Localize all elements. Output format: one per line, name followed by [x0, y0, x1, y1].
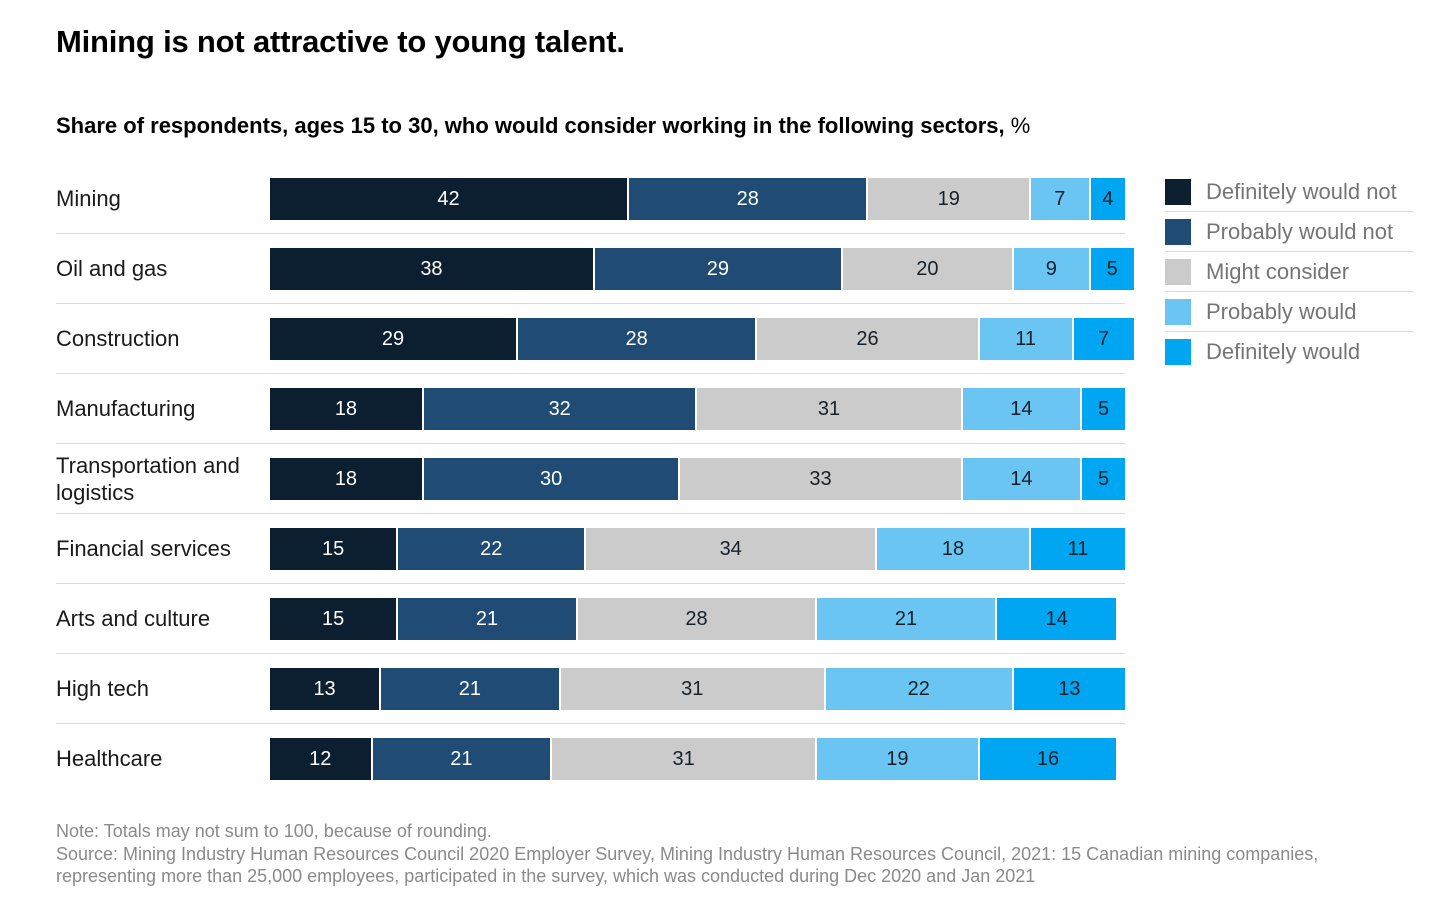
category-label: Arts and culture: [56, 606, 211, 632]
bar-segment-probably-would: 7: [1030, 178, 1091, 220]
chart-row-construction: Construction 29 28 26 11 7: [56, 304, 1134, 374]
legend-swatch: [1165, 219, 1191, 245]
stacked-bar: 42 28 19 7 4: [270, 178, 1125, 220]
legend-swatch: [1165, 179, 1191, 205]
bar-segment-might-consider: 26: [757, 318, 980, 360]
bar-segment-probably-would: 11: [979, 318, 1074, 360]
chart-footer: Note: Totals may not sum to 100, because…: [56, 820, 1398, 888]
bar-segment-probably-would: 21: [817, 598, 997, 640]
legend-swatch: [1165, 259, 1191, 285]
legend-swatch: [1165, 339, 1191, 365]
legend-label: Definitely would: [1206, 339, 1361, 364]
category-label: Financial services: [56, 536, 231, 562]
category-label: High tech: [56, 676, 149, 702]
bar-segment-definitely-would: 14: [996, 598, 1117, 640]
bar-segment-definitely-would: 5: [1082, 458, 1125, 500]
legend-item-definitely-would: Definitely would: [1165, 332, 1413, 372]
legend-item-probably-would-not: Probably would not: [1165, 212, 1413, 252]
legend-item-probably-would: Probably would: [1165, 292, 1413, 332]
bar-segment-probably-would: 14: [962, 458, 1083, 500]
bar-segment-probably-would: 14: [962, 388, 1083, 430]
bar-segment-definitely-would: 5: [1082, 388, 1125, 430]
bar-segment-probably-would-not: 32: [423, 388, 698, 430]
bar-segment-probably-would-not: 28: [517, 318, 758, 360]
bar-segment-might-consider: 20: [842, 248, 1014, 290]
category-label: Oil and gas: [56, 256, 168, 282]
bar-segment-probably-would-not: 29: [594, 248, 843, 290]
legend: Definitely would not Probably would not Mi…: [1165, 172, 1413, 372]
bar-segment-definitely-would-not: 12: [270, 738, 373, 780]
bar-segment-definitely-would-not: 15: [270, 598, 399, 640]
chart-row-oil-and-gas: Oil and gas 38 29 20 9 5: [56, 234, 1134, 304]
legend-label: Definitely would not: [1206, 179, 1397, 204]
legend-swatch: [1165, 299, 1191, 325]
stacked-bar: 18 30 33 14 5: [270, 458, 1125, 500]
stacked-bar: 18 32 31 14 5: [270, 388, 1125, 430]
chart-unit-label: %: [1010, 113, 1031, 138]
chart-row-manufacturing: Manufacturing 18 32 31 14 5: [56, 374, 1125, 444]
bar-segment-definitely-would-not: 38: [270, 248, 595, 290]
bar-segment-definitely-would: 13: [1013, 668, 1125, 710]
source-note: Source: Mining Industry Human Resources …: [56, 843, 1319, 887]
bar-segment-probably-would: 19: [817, 738, 980, 780]
bar-segment-probably-would: 9: [1013, 248, 1091, 290]
bar-segment-definitely-would: 16: [979, 738, 1117, 780]
legend-item-definitely-would-not: Definitely would not: [1165, 172, 1413, 212]
bar-segment-probably-would-not: 21: [381, 668, 561, 710]
stacked-bar: 13 21 31 22 13: [270, 668, 1125, 710]
bar-segment-definitely-would-not: 29: [270, 318, 518, 360]
bar-segment-might-consider: 33: [680, 458, 963, 500]
chart-title: Mining is not attractive to young talent…: [56, 24, 625, 59]
bar-segment-definitely-would-not: 18: [270, 458, 424, 500]
bar-segment-probably-would: 22: [825, 668, 1014, 710]
bar-segment-might-consider: 28: [577, 598, 818, 640]
legend-item-might-consider: Might consider: [1165, 252, 1413, 292]
category-label: Transportation and logistics: [56, 452, 240, 506]
bar-segment-probably-would-not: 21: [398, 598, 578, 640]
chart-row-mining: Mining 42 28 19 7 4: [56, 164, 1125, 234]
chart-row-high-tech: High tech 13 21 31 22 13: [56, 654, 1125, 724]
bar-segment-might-consider: 19: [868, 178, 1031, 220]
bar-segment-definitely-would: 7: [1073, 318, 1134, 360]
bar-segment-probably-would-not: 30: [423, 458, 681, 500]
bar-segment-might-consider: 31: [560, 668, 826, 710]
bar-segment-probably-would: 18: [877, 528, 1031, 570]
bar-segment-probably-would-not: 22: [398, 528, 587, 570]
bar-segment-probably-would-not: 21: [372, 738, 553, 780]
category-label: Healthcare: [56, 746, 163, 772]
chart-rows: Mining 42 28 19 7 4 Oil and gas 38 29 20 9 5 Constru…: [56, 164, 1134, 794]
bar-segment-definitely-would: 5: [1090, 248, 1134, 290]
legend-label: Probably would: [1206, 299, 1357, 324]
stacked-bar: 15 21 28 21 14: [270, 598, 1117, 640]
category-label: Construction: [56, 326, 180, 352]
bar-segment-probably-would-not: 28: [629, 178, 869, 220]
bar-segment-might-consider: 34: [586, 528, 878, 570]
bar-segment-definitely-would: 4: [1090, 178, 1125, 220]
category-label: Mining: [56, 186, 121, 212]
stacked-bar: 15 22 34 18 11: [270, 528, 1125, 570]
stacked-bar: 29 28 26 11 7: [270, 318, 1134, 360]
bar-segment-might-consider: 31: [697, 388, 963, 430]
legend-label: Probably would not: [1206, 219, 1394, 244]
chart-subtitle: Share of respondents, ages 15 to 30, who…: [56, 113, 1030, 139]
chart-row-financial-services: Financial services 15 22 34 18 11: [56, 514, 1125, 584]
stacked-bar: 38 29 20 9 5: [270, 248, 1134, 290]
stacked-bar: 12 21 31 19 16: [270, 738, 1117, 780]
bar-segment-definitely-would-not: 13: [270, 668, 382, 710]
chart-row-arts-and-culture: Arts and culture 15 21 28 21 14: [56, 584, 1125, 654]
category-label: Manufacturing: [56, 396, 196, 422]
bar-segment-definitely-would-not: 15: [270, 528, 399, 570]
chart-subtitle-text: Share of respondents, ages 15 to 30, who…: [56, 113, 1005, 138]
chart-row-healthcare: Healthcare 12 21 31 19 16: [56, 724, 1125, 794]
bar-segment-definitely-would-not: 42: [270, 178, 630, 220]
bar-segment-definitely-would: 11: [1030, 528, 1125, 570]
bar-segment-definitely-would-not: 18: [270, 388, 424, 430]
bar-segment-might-consider: 31: [552, 738, 818, 780]
legend-label: Might consider: [1206, 259, 1350, 284]
footnote: Note: Totals may not sum to 100, because…: [56, 821, 492, 841]
chart-row-transportation-and-logistics: Transportation and logistics 18 30 33 14 5: [56, 444, 1125, 514]
